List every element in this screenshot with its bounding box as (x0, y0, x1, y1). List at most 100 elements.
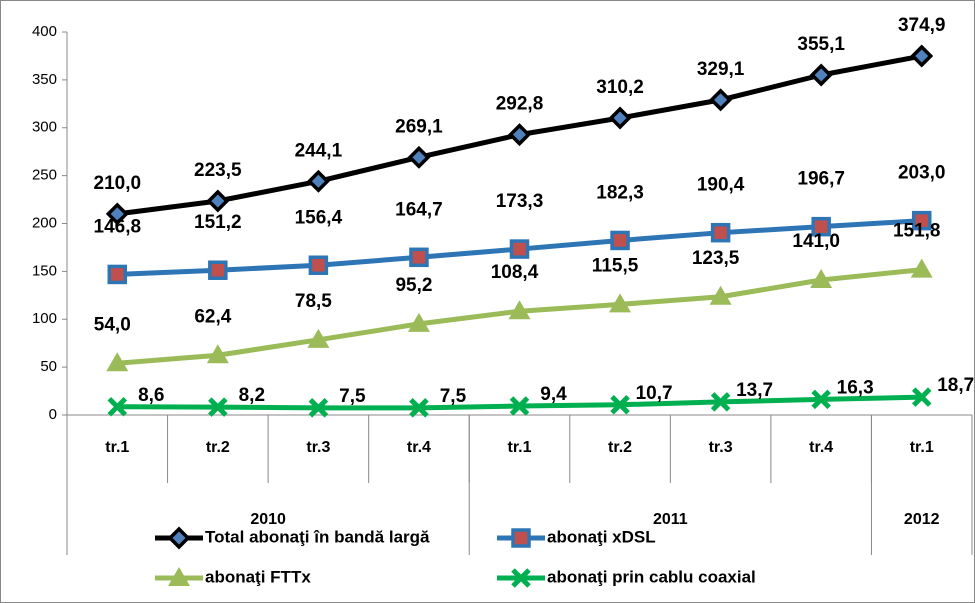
y-tick-label: 300 (32, 119, 57, 136)
legend-marker (511, 568, 531, 588)
data-label: 16,3 (837, 377, 874, 398)
marker (208, 397, 228, 417)
data-label: 10,7 (636, 383, 673, 404)
marker (608, 106, 632, 130)
data-label: 151,2 (194, 212, 242, 233)
marker (409, 247, 429, 268)
x-tick-label: tr.3 (306, 439, 330, 456)
legend-label: abonaţi prin cablu coaxial (547, 567, 756, 586)
x-tick-label: tr.1 (507, 439, 531, 456)
marker (809, 63, 833, 87)
marker (811, 216, 831, 237)
marker (710, 392, 731, 412)
data-label: 146,8 (94, 216, 142, 237)
data-label: 151,8 (893, 221, 941, 242)
series: 54,0 62,4 78,5 95,2 108,4 115,5 123,5 141,0 151,… (94, 221, 941, 372)
marker (811, 389, 831, 410)
legend-marker (168, 567, 190, 586)
data-label: 8,6 (138, 385, 164, 406)
marker (106, 352, 129, 372)
data-label: 223,5 (194, 160, 242, 181)
legend-marker (511, 528, 531, 548)
y-tick-label: 50 (40, 358, 57, 375)
legend-marker (167, 526, 191, 550)
data-label: 108,4 (491, 262, 539, 283)
marker (409, 398, 429, 418)
marker (208, 260, 228, 280)
x-tick-label: tr.4 (809, 439, 833, 456)
y-tick-label: 400 (32, 23, 57, 40)
marker (509, 396, 530, 416)
data-label: 310,2 (596, 77, 644, 98)
marker (308, 398, 329, 418)
x-tick-label: tr.2 (206, 439, 230, 456)
data-label: 203,0 (898, 163, 946, 184)
data-label: 62,4 (194, 306, 231, 327)
marker (911, 210, 932, 231)
data-label: 54,0 (94, 314, 131, 335)
data-label: 210,0 (94, 173, 142, 194)
x-tick-label: tr.1 (910, 439, 934, 456)
legend-label: abonaţi xDSL (547, 527, 656, 546)
data-label: 269,1 (395, 116, 443, 137)
marker (508, 300, 531, 320)
marker (306, 169, 330, 193)
series: 210,0 223,5 244,1 269,1 292,8 310,2 329,1 355,1… (94, 15, 946, 226)
x-group-label: 2010 (250, 511, 286, 528)
marker (610, 394, 630, 415)
x-group-label: 2012 (904, 511, 940, 528)
x-tick-label: tr.4 (407, 439, 431, 456)
data-label: 173,3 (496, 191, 544, 212)
marker (609, 293, 632, 313)
data-label: 9,4 (540, 384, 567, 405)
data-label: 141,0 (792, 231, 840, 252)
data-label: 244,1 (295, 140, 343, 161)
marker (709, 285, 732, 305)
data-label: 115,5 (592, 255, 639, 276)
data-label: 123,5 (692, 248, 740, 269)
data-label: 156,4 (295, 207, 343, 228)
x-tick-label: tr.1 (105, 439, 129, 456)
marker (407, 312, 430, 332)
data-label: 78,5 (295, 291, 332, 312)
marker (509, 239, 530, 259)
x-tick-label: tr.2 (608, 439, 632, 456)
marker (810, 268, 833, 288)
y-tick-label: 250 (32, 167, 57, 184)
data-label: 7,5 (339, 386, 366, 407)
y-tick-label: 200 (32, 214, 57, 231)
data-label: 355,1 (797, 34, 845, 55)
data-label: 329,1 (697, 59, 745, 80)
data-label: 8,2 (239, 385, 265, 406)
data-label: 374,9 (898, 15, 946, 36)
data-label: 182,3 (596, 182, 644, 203)
legend-label: Total abonaţi în bandă largă (205, 527, 430, 546)
marker (107, 264, 128, 285)
data-label: 7,5 (440, 386, 467, 407)
marker (206, 189, 230, 213)
y-tick-label: 150 (32, 262, 57, 279)
series: 146,8 151,2 156,4 164,7 173,3 182,3 190,4 196,7… (94, 163, 946, 285)
data-label: 95,2 (395, 275, 432, 296)
data-label: 18,7 (937, 375, 974, 396)
x-group-label: 2011 (653, 511, 688, 528)
marker (710, 222, 731, 243)
marker (206, 344, 229, 364)
y-tick-label: 100 (32, 310, 57, 327)
y-tick-label: 0 (49, 406, 57, 423)
marker (308, 255, 329, 275)
series: 8,6 8,2 7,5 7,5 9,4 10,7 13,7 16,3 18,7 (107, 375, 974, 418)
marker (508, 123, 531, 147)
marker (610, 230, 630, 251)
legend-label: abonaţi FTTx (205, 567, 311, 586)
data-label: 13,7 (736, 380, 773, 401)
marker (911, 387, 932, 407)
y-tick-label: 350 (32, 71, 57, 88)
marker (107, 396, 128, 417)
marker (307, 328, 330, 348)
data-label: 292,8 (496, 94, 544, 115)
data-label: 164,7 (395, 199, 443, 220)
data-label: 190,4 (697, 175, 745, 196)
